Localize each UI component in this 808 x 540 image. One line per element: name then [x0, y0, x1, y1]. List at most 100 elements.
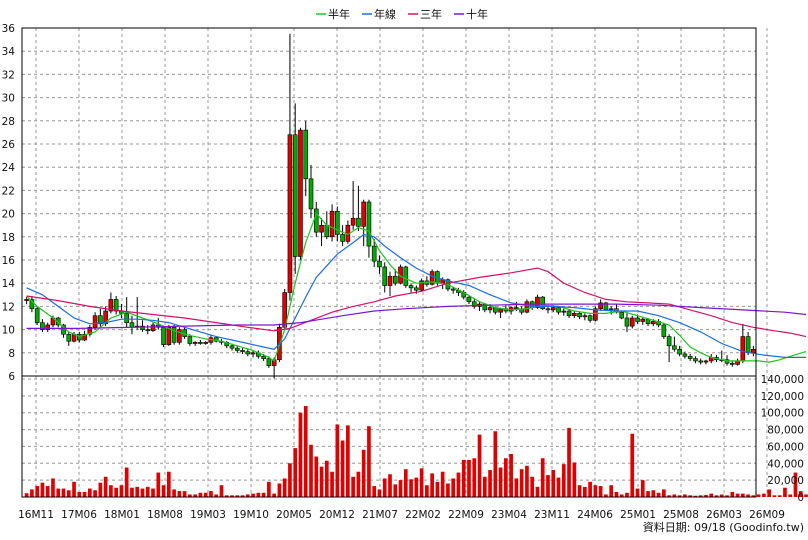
candle-body [108, 299, 114, 312]
x-tick-label: 23M04 [491, 509, 527, 521]
volume-bar [77, 491, 82, 497]
candle [392, 269, 398, 286]
candle-body [382, 266, 388, 286]
volume-bar [793, 472, 798, 497]
candle-body [572, 313, 577, 316]
candle-body [429, 271, 435, 285]
x-tick-label: 21M07 [362, 509, 398, 521]
candle [540, 295, 546, 310]
candle-body [24, 299, 29, 301]
candle-body [361, 201, 366, 227]
candle-body [661, 324, 667, 337]
volume-bar [467, 459, 471, 497]
legend-item-year-line: 年線 [362, 7, 396, 21]
candle-body [672, 345, 677, 350]
volume-bar [456, 472, 461, 497]
candle-body [550, 307, 556, 311]
candle-body [303, 129, 309, 180]
moving-average-lines [26, 212, 807, 363]
candle-body [514, 307, 519, 310]
candle [161, 326, 166, 347]
candle-body [677, 349, 682, 355]
volume-bar [430, 473, 434, 497]
volume-bar [298, 412, 303, 497]
candle [356, 185, 361, 231]
price-tick-label: 30 [2, 93, 15, 105]
candle [245, 349, 251, 357]
candle [572, 311, 577, 318]
candle [577, 312, 582, 320]
candle [419, 278, 424, 292]
candle-body [213, 337, 219, 342]
candle [303, 120, 309, 197]
candle-body [203, 342, 208, 344]
candle-body [29, 299, 35, 310]
volume-bar [324, 460, 329, 497]
volume-tick-label: 20,000 [767, 475, 804, 487]
volume-bar [609, 485, 614, 497]
volume-bar [309, 444, 313, 497]
candle-body [261, 355, 266, 359]
volume-bar [367, 426, 371, 497]
volume-bar [330, 471, 334, 497]
volume-bar [619, 494, 624, 497]
x-tick-label: 20M12 [319, 509, 355, 521]
volume-bar [203, 492, 208, 497]
volume-bar [509, 454, 513, 497]
candle [429, 269, 435, 286]
volume-bar [103, 476, 108, 497]
volume-bar [219, 485, 224, 497]
candle [82, 330, 87, 342]
volume-bar [798, 491, 803, 497]
candle [24, 297, 29, 305]
volume-bar [351, 476, 355, 497]
candle [387, 271, 393, 296]
ma-ten-year-line [26, 303, 807, 329]
candle-body [82, 333, 87, 341]
candle [340, 225, 345, 247]
candle [34, 306, 40, 325]
candle-body [324, 224, 330, 238]
candle [519, 306, 524, 315]
volume-bar [130, 487, 134, 497]
candle [140, 320, 145, 332]
volume-bar [398, 480, 403, 497]
candle [345, 220, 351, 244]
candle-body [593, 308, 598, 321]
volume-bar [282, 478, 287, 497]
candle-body [498, 308, 503, 313]
volume-bar [783, 487, 787, 497]
volume-bar [87, 488, 92, 497]
ma-three-year-line [26, 267, 807, 338]
candle [250, 350, 256, 358]
x-tick-label: 24M06 [577, 509, 613, 521]
volume-bar [567, 427, 571, 497]
volume-bar [746, 494, 750, 497]
candle-body [250, 352, 256, 355]
volume-bar [719, 494, 724, 497]
candle [672, 336, 677, 352]
candle-body [356, 217, 361, 227]
volume-bar [435, 481, 440, 497]
volume-tick-label: 0 [797, 492, 804, 504]
candle-body [366, 201, 372, 247]
candle-body [40, 322, 45, 330]
price-tick-label: 14 [2, 278, 16, 290]
volume-tick-label: 80,000 [767, 425, 804, 437]
candle-body [745, 336, 751, 354]
candle [287, 33, 293, 301]
volume-bar [293, 448, 298, 497]
candle [171, 324, 177, 345]
x-tick-label: 23M11 [534, 509, 570, 521]
candle [350, 181, 356, 230]
volume-bar [230, 495, 234, 497]
volume-bar [209, 491, 213, 497]
volume-bar [98, 482, 103, 497]
volume-bar [240, 495, 245, 497]
volume-bar [519, 469, 524, 497]
candle-body [166, 326, 172, 345]
volume-bar [277, 483, 282, 497]
candle-body [34, 308, 40, 323]
x-tick-label: 25M01 [620, 509, 656, 521]
volume-bar [272, 493, 276, 497]
